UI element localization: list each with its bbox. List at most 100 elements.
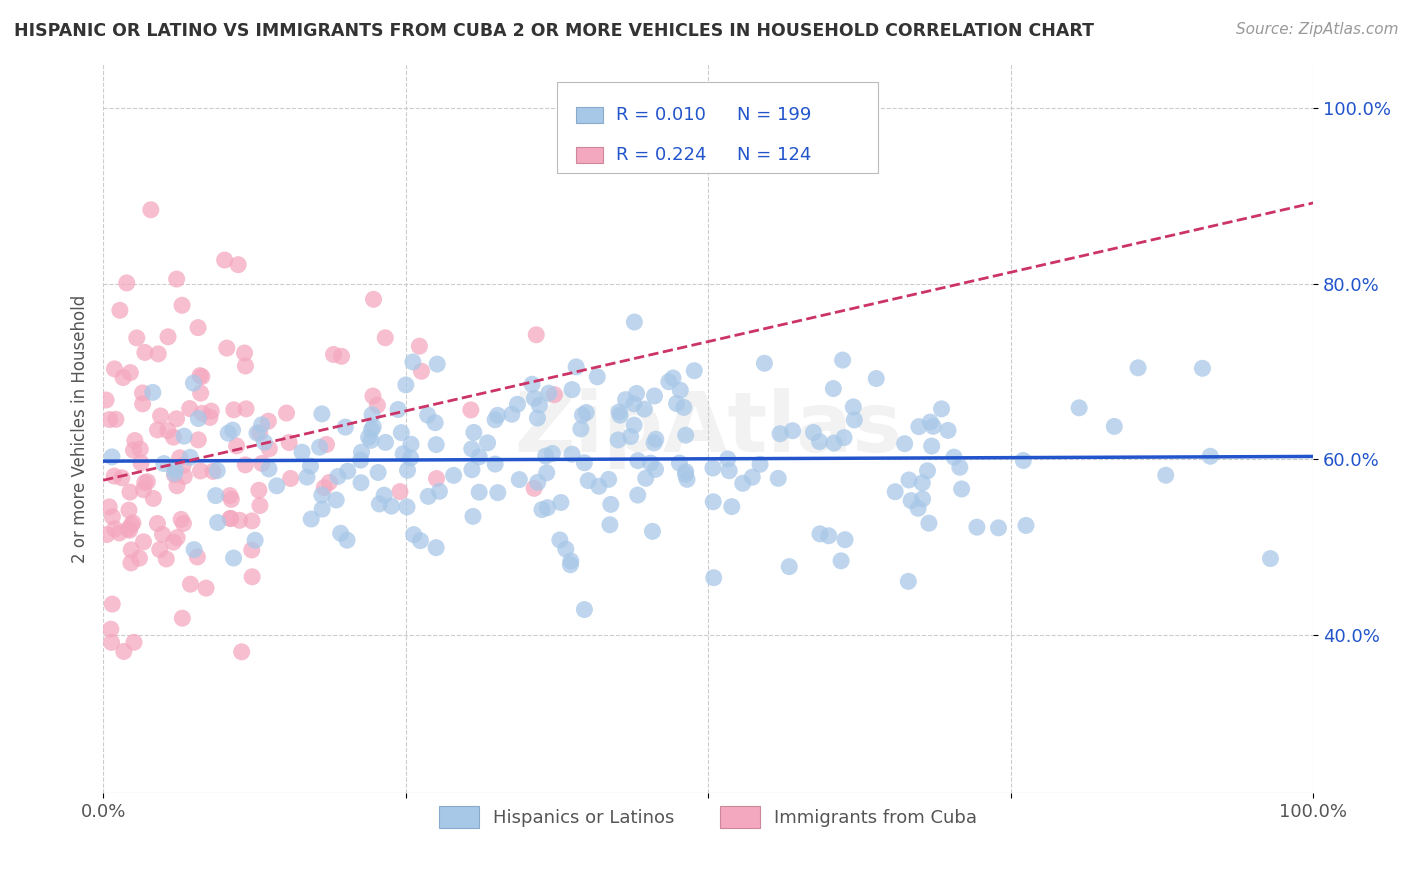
Point: [526, 411, 548, 425]
Point: [228, 513, 250, 527]
Point: [162, 535, 184, 549]
Point: [537, 386, 560, 401]
Point: [576, 474, 599, 488]
Point: [291, 445, 314, 459]
Point: [922, 419, 945, 434]
Point: [225, 439, 247, 453]
Point: [614, 392, 637, 407]
Point: [524, 327, 547, 342]
Point: [808, 526, 831, 541]
Point: [429, 484, 451, 499]
Point: [200, 404, 222, 418]
Point: [620, 429, 643, 443]
Point: [259, 442, 281, 456]
Point: [665, 396, 688, 410]
Point: [586, 369, 609, 384]
Point: [1191, 361, 1213, 376]
Point: [131, 397, 153, 411]
Point: [187, 320, 209, 334]
Point: [949, 460, 972, 475]
Text: R = 0.224: R = 0.224: [616, 145, 707, 164]
Point: [720, 500, 742, 514]
Point: [350, 453, 373, 467]
Point: [122, 516, 145, 530]
Point: [142, 491, 165, 506]
Point: [463, 425, 485, 440]
Point: [308, 440, 330, 454]
Point: [808, 434, 831, 449]
Point: [823, 436, 845, 450]
Point: [139, 202, 162, 217]
Point: [623, 397, 645, 411]
Point: [233, 458, 256, 472]
Point: [461, 463, 484, 477]
Point: [769, 426, 792, 441]
Point: [198, 410, 221, 425]
Point: [782, 424, 804, 438]
Point: [124, 434, 146, 448]
Point: [373, 488, 395, 502]
Point: [644, 389, 666, 403]
Point: [169, 450, 191, 465]
Point: [893, 436, 915, 450]
Point: [987, 521, 1010, 535]
Legend: Hispanics or Latinos, Immigrants from Cuba: Hispanics or Latinos, Immigrants from Cu…: [432, 799, 984, 836]
Point: [132, 483, 155, 497]
Point: [122, 635, 145, 649]
Point: [361, 408, 384, 422]
Point: [506, 397, 529, 411]
Point: [443, 468, 465, 483]
Point: [907, 501, 929, 516]
Point: [186, 549, 208, 564]
Point: [599, 497, 621, 511]
Point: [235, 359, 257, 373]
Point: [219, 511, 242, 525]
Point: [217, 426, 239, 441]
Point: [166, 272, 188, 286]
Point: [536, 500, 558, 515]
Point: [179, 577, 201, 591]
Point: [627, 453, 650, 467]
Point: [318, 475, 340, 490]
Point: [921, 439, 943, 453]
Point: [565, 359, 588, 374]
Point: [361, 389, 384, 403]
Point: [920, 415, 942, 429]
Point: [240, 570, 263, 584]
Y-axis label: 2 or more Vehicles in Household: 2 or more Vehicles in Household: [72, 294, 89, 563]
Point: [104, 412, 127, 426]
Point: [108, 303, 131, 318]
Point: [931, 401, 953, 416]
Point: [311, 502, 333, 516]
Point: [536, 466, 558, 480]
Point: [418, 489, 440, 503]
Point: [543, 387, 565, 401]
Point: [363, 293, 385, 307]
Point: [118, 503, 141, 517]
Point: [250, 417, 273, 432]
Point: [191, 406, 214, 420]
Point: [644, 462, 666, 476]
Point: [120, 542, 142, 557]
Point: [329, 526, 352, 541]
Point: [560, 554, 582, 568]
Point: [1069, 401, 1091, 415]
Point: [257, 414, 280, 428]
Point: [336, 533, 359, 548]
Point: [295, 470, 318, 484]
Point: [574, 602, 596, 616]
Point: [100, 622, 122, 636]
Point: [778, 559, 800, 574]
Point: [195, 581, 218, 595]
Point: [911, 491, 934, 506]
Point: [120, 556, 142, 570]
Point: [112, 370, 135, 384]
Point: [768, 471, 790, 485]
Point: [142, 385, 165, 400]
Point: [823, 382, 845, 396]
Point: [640, 456, 662, 470]
Point: [98, 412, 121, 426]
Point: [844, 413, 866, 427]
Point: [350, 445, 373, 459]
Point: [104, 522, 127, 536]
